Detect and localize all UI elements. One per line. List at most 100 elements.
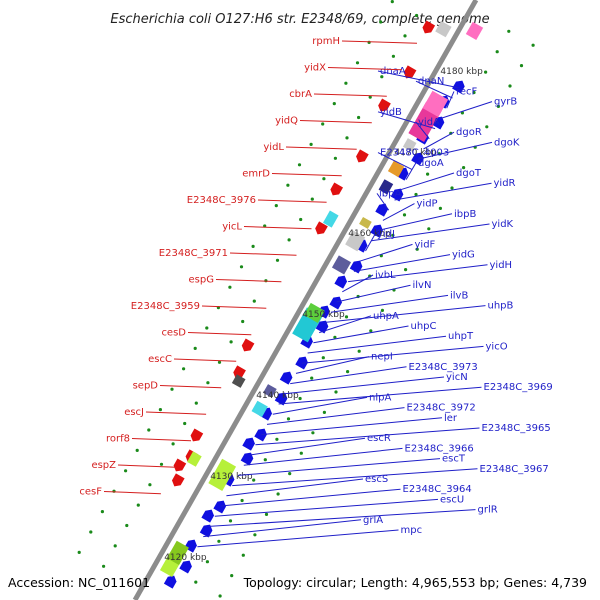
gc-dot (217, 360, 222, 364)
position-tick-4180-kbp: 4180 kbp (440, 67, 483, 77)
gc-dot (414, 192, 418, 197)
gc-dot (519, 64, 524, 68)
forward-gene-label-yidg: yidG (452, 250, 475, 261)
gc-dot (251, 244, 255, 248)
forward-label-leader (377, 152, 413, 170)
reverse-gene-label-e2348c-3959: E2348C_3959 (131, 301, 200, 312)
reverse-gene-arrow (422, 20, 436, 34)
gc-dot (288, 472, 292, 476)
gc-dot (218, 594, 222, 598)
forward-gene-label-uhpt: uhpT (448, 331, 474, 342)
gc-dot (194, 580, 198, 584)
forward-label-leader (394, 182, 492, 201)
reverse-gene-arrow (315, 221, 328, 235)
forward-label-leader (423, 131, 455, 150)
gc-dot (135, 448, 139, 452)
gc-dot (321, 356, 325, 360)
forward-label-leader (203, 519, 362, 538)
gc-dot (275, 437, 279, 441)
forward-label-leader (237, 458, 441, 476)
forward-gene-label-dgor: dgoR (456, 127, 482, 138)
reverse-label-leader (187, 332, 252, 336)
gc-dot (415, 13, 419, 18)
feature-block (387, 160, 405, 178)
forward-gene-arrow (240, 452, 254, 466)
feature-block (435, 20, 452, 38)
gc-dot (346, 370, 350, 374)
forward-gene-label-yicn: yicN (446, 372, 468, 383)
gc-dot (183, 421, 187, 426)
forward-gene-label-dgot: dgoT (456, 168, 482, 179)
forward-gene-label-dnaa: dnaA (380, 66, 406, 77)
forward-gene-label-yidr: yidR (494, 178, 516, 189)
reverse-label-leader (285, 146, 357, 150)
gc-dot (309, 142, 313, 146)
forward-label-leader (319, 315, 372, 334)
feature-block (166, 540, 189, 566)
gc-dot (159, 462, 164, 466)
gc-dot (158, 408, 162, 412)
reverse-gene-label-espz: espZ (91, 460, 116, 471)
forward-gene-label-uhpc: uhpC (411, 321, 437, 332)
reverse-gene-label-espg: espG (189, 275, 214, 286)
gc-dot (321, 122, 325, 126)
forward-gene-labels: dnaA dnaN recF gyrB yidB yidA dgoR dgoK E2348C_4… (197, 66, 553, 548)
feature-block (378, 179, 394, 195)
position-ticks: 4120 kbp 4130 kbp 4140 kbp 4150 kbp 4160 kbp… (164, 67, 483, 563)
gc-dot (217, 539, 221, 543)
forward-gene-label-e2348c-3964: E2348C_3964 (403, 484, 472, 495)
feature-block (322, 210, 339, 228)
reverse-gene-arrow (330, 182, 344, 196)
reverse-gene-label-rorf8: rorf8 (106, 434, 130, 445)
forward-gene-label-yidj: yidJ (377, 229, 395, 240)
gc-dot (334, 390, 338, 394)
position-tick-4140-kbp: 4140 kbp (256, 391, 299, 401)
forward-label-leader (232, 468, 478, 487)
forward-gene-arrow (242, 437, 255, 451)
forward-gene-label-e2348c-4003: E2348C_4003 (380, 148, 449, 159)
gc-dot (287, 238, 291, 242)
forward-label-leader (400, 172, 455, 191)
forward-gene-label-uhpb: uhpB (488, 301, 514, 312)
forward-gene-label-escu: escU (440, 494, 464, 505)
reverse-gene-label-e2348c-3971: E2348C_3971 (159, 248, 228, 259)
gc-dot (252, 299, 256, 303)
genome-summary-text: Topology: circular; Length: 4,965,553 bp… (243, 575, 587, 590)
gc-dot (332, 102, 336, 106)
forward-gene-label-ilvb: ilvB (450, 290, 468, 301)
reverse-label-leader (215, 279, 282, 283)
reverse-gene-arrow (190, 428, 204, 442)
gc-dot (311, 431, 315, 435)
feature-block (402, 138, 417, 152)
forward-gene-label-yidk: yidK (492, 219, 514, 230)
gc-dot (391, 233, 395, 237)
gc-dot (182, 367, 186, 371)
gc-dot (125, 523, 129, 528)
reverse-gene-arrow (171, 473, 185, 487)
gc-dot (368, 95, 372, 99)
reverse-label-leader (145, 411, 207, 415)
gc-dot (297, 163, 302, 167)
gc-dot (495, 50, 499, 54)
forward-gene-label-mpc: mpc (401, 525, 423, 536)
gc-dot (286, 417, 291, 421)
gc-dot (276, 492, 280, 496)
reverse-gene-label-yidl: yidL (263, 142, 284, 153)
forward-gene-label-ivbl: ivbL (375, 270, 396, 281)
feature-block (231, 374, 246, 388)
gc-dot (263, 458, 267, 462)
forward-gene-label-nlpa: nlpA (369, 392, 391, 403)
gc-dot (286, 183, 290, 187)
reverse-gene-labels: rpmH yidX cbrA yidQ yidL emrD E2348C_3976 yicL E… (79, 36, 418, 498)
forward-gene-arrow (452, 80, 465, 94)
forward-gene-arrow (329, 296, 343, 310)
reverse-gene-label-yidx: yidX (304, 63, 326, 74)
reverse-label-leader (313, 93, 387, 97)
position-tick-4160-kbp: 4160 kbp (348, 229, 391, 239)
position-tick-4130-kbp: 4130 kbp (210, 472, 253, 482)
forward-label-leader (415, 121, 430, 140)
gc-dot (380, 75, 384, 79)
forward-gene-label-ibpb: ibpB (454, 209, 476, 220)
reverse-gene-label-yidq: yidQ (275, 116, 298, 127)
